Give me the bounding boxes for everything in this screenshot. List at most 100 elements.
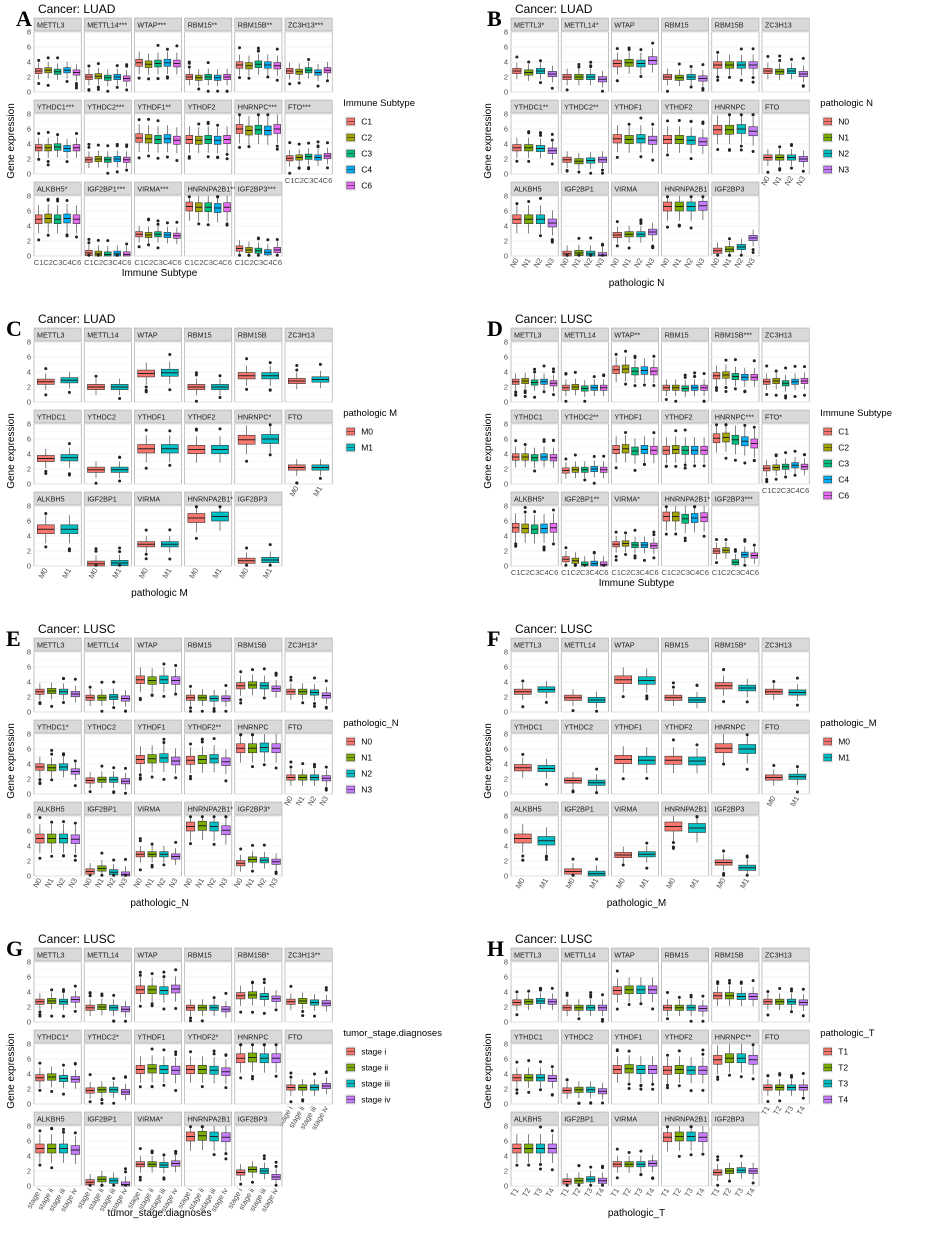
x-tick-label: C2 bbox=[294, 176, 304, 185]
outlier-point bbox=[589, 1101, 593, 1105]
y-tick-label: 2 bbox=[27, 237, 31, 246]
facet-strip bbox=[184, 409, 233, 424]
facet-strip bbox=[661, 1029, 710, 1044]
x-tick-label: C2 bbox=[571, 568, 581, 577]
outlier-point bbox=[174, 1089, 178, 1093]
x-tick-label: C4 bbox=[163, 258, 173, 267]
outlier-point bbox=[778, 54, 782, 58]
facet-strip bbox=[711, 491, 760, 506]
outlier-point bbox=[124, 857, 127, 861]
outlier-point bbox=[651, 1176, 655, 1180]
outlier-point bbox=[46, 198, 50, 202]
facet-strip-label: ALKBH5* bbox=[514, 495, 545, 504]
outlier-point bbox=[100, 873, 104, 877]
y-tick-label: 0 bbox=[27, 1100, 31, 1109]
facet-strip bbox=[611, 99, 659, 114]
x-tick-label: N1 bbox=[294, 795, 307, 808]
x-tick-label: M1 bbox=[311, 485, 324, 499]
facet-strip-label: VIRMA bbox=[137, 495, 160, 504]
y-tick-label: 4 bbox=[27, 58, 31, 67]
outlier-point bbox=[87, 145, 91, 149]
outlier-point bbox=[174, 1050, 178, 1054]
outlier-point bbox=[162, 1153, 166, 1157]
outlier-point bbox=[62, 820, 65, 824]
outlier-point bbox=[801, 56, 805, 60]
legend-item-label: T1 bbox=[838, 1047, 848, 1057]
outlier-point bbox=[772, 763, 776, 767]
outlier-point bbox=[156, 119, 160, 123]
x-tick-label: C4 bbox=[690, 568, 700, 577]
facet-zc3h13: ZC3H13 bbox=[761, 947, 810, 1023]
y-tick-label: 2 bbox=[504, 155, 508, 164]
outlier-point bbox=[589, 236, 593, 240]
x-tick-label: N2 bbox=[732, 257, 745, 270]
outlier-point bbox=[200, 815, 204, 819]
outlier-point bbox=[772, 680, 776, 684]
outlier-point bbox=[288, 171, 292, 175]
facet-strip-label: FTO bbox=[288, 413, 303, 422]
outlier-point bbox=[162, 1048, 166, 1052]
outlier-point bbox=[50, 778, 54, 782]
outlier-point bbox=[37, 131, 41, 135]
outlier-point bbox=[301, 762, 305, 766]
outlier-point bbox=[224, 779, 228, 783]
outlier-point bbox=[274, 672, 278, 676]
legend-title: tumor_stage.diagnoses bbox=[343, 1028, 442, 1039]
outlier-point bbox=[515, 1013, 519, 1017]
outlier-point bbox=[37, 238, 41, 242]
facet-ythdf2: YTHDF2 bbox=[661, 409, 710, 485]
outlier-point bbox=[224, 991, 228, 995]
y-tick-label: 6 bbox=[504, 353, 508, 362]
x-tick-label: C2 bbox=[671, 568, 681, 577]
outlier-point bbox=[162, 1083, 166, 1087]
x-tick-label: C6 bbox=[222, 258, 232, 267]
outlier-point bbox=[515, 159, 519, 163]
facet-strip bbox=[33, 801, 82, 816]
facet-ythdf1: YTHDF1** bbox=[134, 99, 182, 175]
outlier-point bbox=[702, 372, 706, 376]
outlier-point bbox=[765, 392, 769, 396]
outlier-point bbox=[539, 1167, 542, 1171]
x-tick-label: C6 bbox=[72, 258, 82, 267]
legend-title: pathologic M bbox=[343, 408, 397, 419]
outlier-point bbox=[728, 148, 731, 152]
y-tick-label: 4 bbox=[27, 842, 31, 851]
outlier-point bbox=[112, 1019, 116, 1023]
outlier-point bbox=[144, 528, 148, 532]
x-tick-label: T3 bbox=[733, 1187, 745, 1199]
y-tick-label: 2 bbox=[27, 383, 31, 392]
facet-strip bbox=[761, 327, 810, 342]
outlier-point bbox=[715, 423, 719, 427]
x-tick-label: C4 bbox=[640, 568, 650, 577]
facet-zc3h13: ZC3H13* bbox=[284, 637, 333, 713]
x-tick-label: N3 bbox=[317, 795, 330, 808]
x-tick-label: T3 bbox=[532, 1187, 544, 1199]
outlier-point bbox=[112, 766, 116, 770]
outlier-point bbox=[615, 1176, 619, 1180]
facet-hnrnpc: HNRNPC*** bbox=[711, 409, 760, 485]
y-tick-label: 8 bbox=[504, 502, 508, 511]
outlier-point bbox=[683, 466, 687, 470]
facet-ythdc2: YTHDC2 bbox=[560, 719, 609, 795]
outlier-point bbox=[318, 362, 322, 366]
y-tick-label: 2 bbox=[504, 73, 508, 82]
x-tick-label: N3 bbox=[594, 257, 607, 270]
outlier-point bbox=[251, 765, 254, 769]
outlier-point bbox=[124, 873, 127, 877]
outlier-point bbox=[224, 709, 228, 713]
outlier-point bbox=[168, 353, 172, 357]
outlier-point bbox=[313, 1014, 316, 1018]
facet-strip-label: ZC3H13 bbox=[765, 21, 792, 30]
y-tick-label: 6 bbox=[27, 353, 31, 362]
panel-letter: C bbox=[6, 316, 22, 341]
x-tick-label: C4 bbox=[213, 258, 223, 267]
facet-strip bbox=[134, 801, 182, 816]
x-axis-title: pathologic N bbox=[609, 278, 665, 289]
outlier-point bbox=[778, 58, 782, 62]
x-tick-label: N2 bbox=[306, 795, 319, 808]
facet-strip bbox=[761, 17, 810, 32]
y-axis-title: Gene expression bbox=[483, 413, 494, 489]
facet-strip-label: VIRMA* bbox=[137, 1115, 163, 1124]
